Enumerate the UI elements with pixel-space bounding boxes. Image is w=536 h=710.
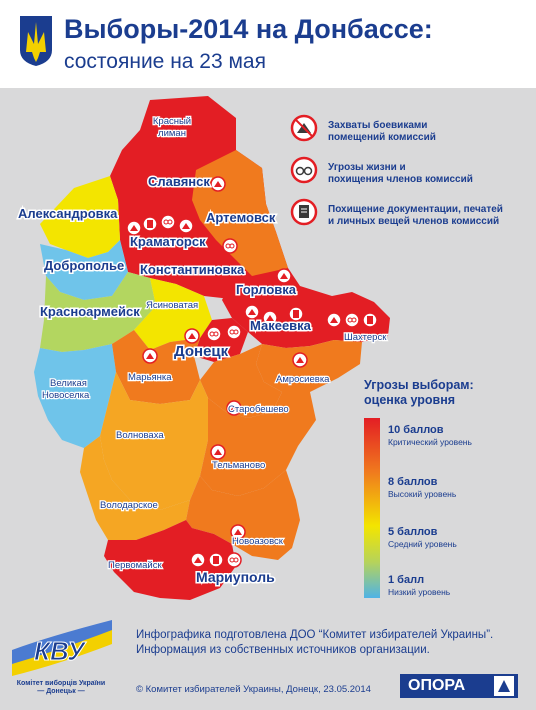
region-krasnoarmeysk	[40, 272, 156, 352]
map-label-yasinovataya: Ясиноватая	[146, 300, 198, 311]
handcuffs-threat-icon	[226, 552, 242, 568]
document-theft-icon	[288, 306, 304, 322]
map-label-pervomaysk: Первомайск	[108, 560, 162, 571]
house-capture-icon	[292, 352, 308, 368]
house-capture-icon	[210, 444, 226, 460]
handcuffs-threat-icon	[160, 214, 176, 230]
handcuffs-threat-icon	[222, 238, 238, 254]
house-capture-icon	[262, 310, 278, 326]
map-label-dobropolye: Доброполье	[44, 258, 124, 273]
map-label-donetsk: Донецк	[174, 343, 229, 360]
handcuffs-threat-icon	[226, 324, 242, 340]
legend-threats: Угрозы жизни и похищения членов комиссий	[328, 162, 473, 185]
region-starobeshevo	[200, 344, 282, 418]
house-capture-icon	[190, 552, 206, 568]
map-label-amrosievka: Амросиевка	[276, 374, 330, 385]
ukraine-coat-of-arms-icon	[20, 16, 52, 66]
document-theft-icon	[362, 312, 378, 328]
handcuffs-threat-icon	[344, 312, 360, 328]
map-label-artemovsk: Артемовск	[206, 210, 276, 225]
house-capture-icon	[142, 348, 158, 364]
legend-capture: Захваты боевиками помещений комиссий	[328, 120, 436, 143]
region-novoazovsk	[186, 470, 300, 560]
map-label-velikaya-novoselka-2: Новоселка	[42, 390, 90, 401]
map-label-krasny-liman: Красный	[153, 116, 191, 127]
region-volodarskoe	[80, 436, 190, 540]
map-label-novoazovsk: Новоазовск	[232, 536, 284, 547]
legend-theft: Похищение документации, печатей и личных …	[328, 204, 503, 227]
region-gorlovka-makeevka	[222, 280, 390, 348]
map-label-makeevka: Макеевка	[250, 318, 312, 333]
region-amrosievka	[256, 340, 362, 392]
house-capture-icon	[326, 312, 342, 328]
map-label-krasny-liman-2: лиман	[158, 128, 186, 139]
credit-text: Инфографика подготовлена ДОО “Комитет из…	[136, 629, 494, 656]
house-capture-icon	[178, 218, 194, 234]
map-label-krasnoarmeysk: Красноармейск	[40, 304, 140, 319]
house-capture-icon	[244, 304, 260, 320]
map-label-starobeshevo: Старобешево	[228, 404, 289, 415]
scale-level-8: 8 баллов Высокий уровень	[388, 476, 457, 499]
region-volnovakha	[100, 372, 208, 510]
map-label-velikaya-novoselka: Великая	[50, 378, 87, 389]
map-label-mariupol: Мариуполь	[196, 569, 275, 585]
document-theft-icon	[290, 198, 318, 226]
house-capture-icon	[226, 400, 242, 416]
page-subtitle: состояние на 23 мая	[64, 50, 266, 73]
map-label-kramatorsk: Краматорск	[130, 234, 206, 249]
scale-level-1: 1 балл Низкий уровень	[388, 574, 451, 597]
map-label-aleksandrovka: Александровка	[18, 206, 118, 221]
document-theft-icon	[208, 552, 224, 568]
map-label-konstantinovka: Константиновка	[140, 262, 245, 277]
copyright: © Комитет избирателей Украины, Донецк, 2…	[136, 684, 371, 695]
header: Выборы-2014 на Донбассе: состояние на 23…	[0, 0, 536, 88]
map-label-shakhtersk: Шахтерск	[344, 332, 387, 343]
document-theft-icon	[142, 216, 158, 232]
region-pervomaysk	[104, 520, 236, 600]
scale-level-10: 10 баллов Критический уровень	[388, 424, 472, 447]
house-capture-icon	[184, 328, 200, 344]
page-title: Выборы-2014 на Донбассе:	[64, 14, 433, 44]
house-capture-icon	[276, 268, 292, 284]
map-label-slavyansk: Славянск	[148, 174, 210, 189]
svg-text:КВУ: КВУ	[34, 636, 87, 666]
house-capture-icon	[126, 220, 142, 236]
region-telmanovo	[200, 392, 316, 496]
region-velikaya-novoselka	[34, 344, 116, 448]
map-label-volnovakha: Волноваха	[116, 430, 164, 441]
map-label-volodarskoe: Володарское	[100, 500, 158, 511]
scale-level-5: 5 баллов Средний уровень	[388, 526, 457, 549]
opora-logo: ОПОРА	[400, 674, 518, 698]
threat-gradient-bar	[364, 418, 380, 598]
map-label-maryinka: Марьянка	[128, 372, 172, 383]
kvu-logo: КВУ	[12, 620, 112, 676]
map-label-telmanovo: Тельманово	[212, 460, 265, 471]
handcuffs-threat-icon	[206, 326, 222, 342]
threat-scale-title: Угрозы выборам: оценка уровня	[364, 378, 474, 407]
handcuffs-threat-icon	[290, 156, 318, 184]
region-north-yellow	[40, 176, 120, 258]
house-capture-icon	[230, 524, 246, 540]
region-dobropolye	[40, 240, 128, 300]
region-maryinka	[112, 330, 200, 404]
opora-triangle-icon	[494, 676, 514, 696]
map-label-gorlovka: Горловка	[236, 282, 297, 297]
house-capture-icon	[290, 114, 318, 142]
kvu-name: Комітет виборців України — Донецьк —	[16, 680, 106, 695]
house-capture-icon	[210, 176, 226, 192]
